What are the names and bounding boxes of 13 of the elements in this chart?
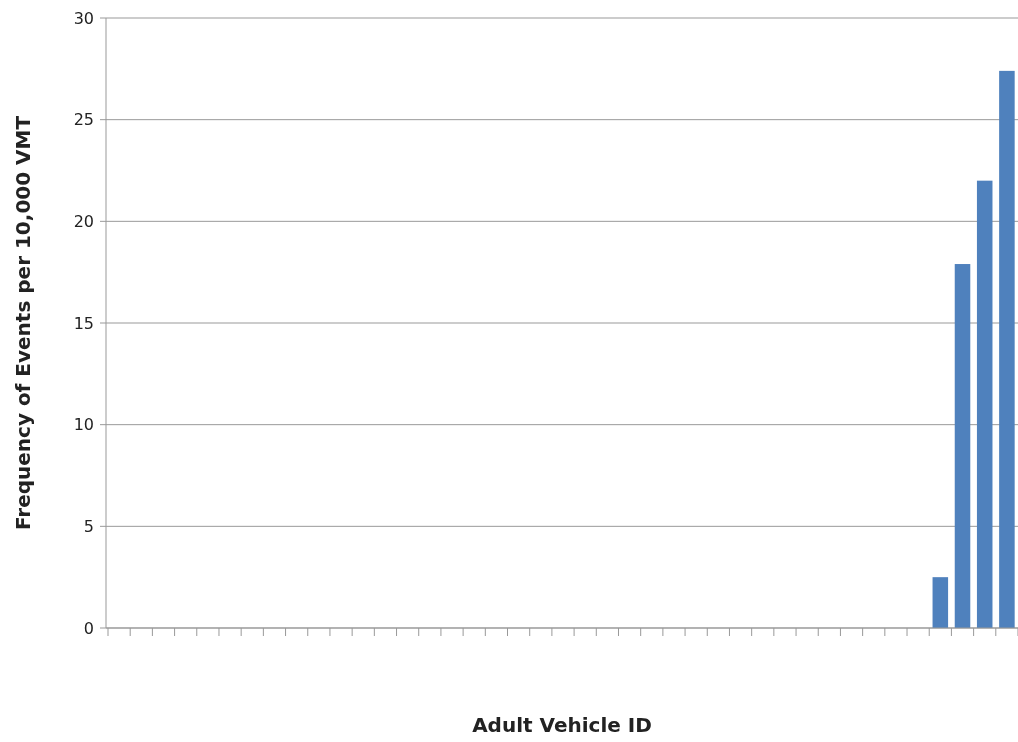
x-axis-title: Adult Vehicle ID xyxy=(472,713,652,737)
y-axis-title: Frequency of Events per 10,000 VMT xyxy=(11,115,35,531)
bar xyxy=(976,180,993,628)
y-tick-label: 25 xyxy=(73,110,94,130)
y-tick-label: 5 xyxy=(83,516,94,536)
y-tick-label: 10 xyxy=(73,415,94,435)
y-tick-label: 0 xyxy=(83,618,94,638)
bar xyxy=(954,264,971,628)
y-tick-label: 15 xyxy=(73,313,94,333)
y-tick-label: 30 xyxy=(73,8,94,28)
y-tick-label: 20 xyxy=(73,211,94,231)
bar xyxy=(999,70,1015,628)
bar xyxy=(932,577,949,628)
